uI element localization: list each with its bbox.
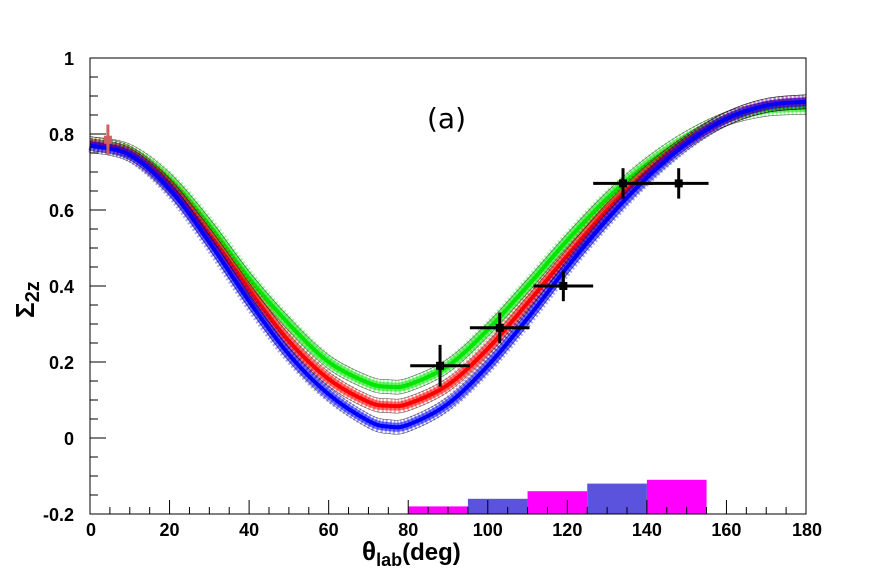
x-axis-title: θlab(deg) — [362, 536, 461, 570]
bottom-bar-4 — [646, 479, 707, 514]
bottom-bar-1 — [467, 498, 528, 514]
x-tick-label: 60 — [319, 520, 339, 540]
data-point-4 — [648, 168, 709, 199]
x-tick-label: 160 — [711, 520, 741, 540]
x-tick-label: 100 — [473, 520, 503, 540]
band-upper-edge — [89, 100, 807, 381]
x-tick-label: 120 — [552, 520, 582, 540]
marker — [619, 179, 628, 188]
marker — [436, 361, 445, 370]
series-blue-band — [88, 94, 807, 435]
band-upper-edge — [89, 94, 807, 400]
theory-bands — [88, 94, 807, 435]
x-axis-title-unit: (deg) — [402, 539, 461, 566]
x-tick-label: 0 — [86, 520, 96, 540]
bottom-bars — [408, 479, 707, 514]
y-tick-label: 0.8 — [49, 125, 74, 145]
x-tick-label: 140 — [632, 520, 662, 540]
data-point-5 — [103, 124, 112, 155]
band-center-line — [89, 99, 807, 430]
y-tick-label: 0.6 — [49, 201, 74, 221]
y-tick-label: 1 — [64, 49, 74, 69]
data-point-1 — [469, 312, 530, 343]
marker — [495, 323, 504, 332]
x-tick-label: 80 — [398, 520, 418, 540]
band-upper-edge — [89, 94, 807, 421]
panel-label: (a) — [427, 102, 466, 135]
x-tick-label: 180 — [792, 520, 822, 540]
marker — [674, 179, 683, 188]
x-axis-title-main: θ — [362, 536, 376, 566]
marker — [559, 282, 568, 290]
band-halo — [88, 100, 807, 395]
y-tick-label: 0 — [64, 429, 74, 449]
y-tick-label: -0.2 — [43, 505, 74, 525]
band-lower-edge — [89, 114, 807, 395]
y-tick-label: 0.2 — [49, 353, 74, 373]
data-point-0 — [410, 344, 470, 387]
x-tick-label: 40 — [239, 520, 259, 540]
axis-ticks — [89, 57, 807, 515]
y-axis-title-sub: 2z — [22, 281, 44, 302]
band-body — [89, 102, 807, 392]
band-halo — [88, 94, 807, 435]
band-body — [88, 97, 807, 432]
data-point-2 — [533, 270, 594, 302]
tick-labels: 0 20 40 60 80 100 120 140 160 180 -0.2 0 0.2 0.4 0.6 0.… — [43, 49, 822, 540]
band-lower-edge — [89, 108, 807, 435]
band-center-line — [89, 105, 807, 390]
y-axis-title-main: Σ — [10, 302, 40, 318]
y-axis-title: Σ2z — [10, 281, 44, 318]
x-axis-title-sub: lab — [376, 550, 402, 570]
data-point-3 — [593, 168, 653, 199]
x-tick-label: 20 — [160, 520, 180, 540]
bottom-bar-3 — [587, 483, 647, 514]
bottom-bar-2 — [527, 491, 588, 514]
data-points — [103, 124, 709, 387]
series-green-band — [88, 100, 807, 395]
bottom-bar-0 — [408, 506, 468, 514]
y-tick-label: 0.4 — [49, 277, 74, 297]
marker — [103, 135, 112, 144]
